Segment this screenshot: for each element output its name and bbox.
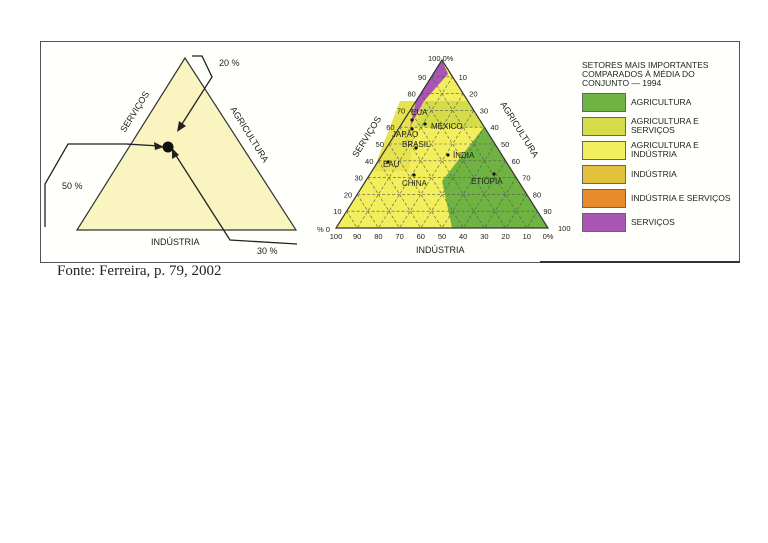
legend-label: SERVIÇOS	[631, 216, 675, 227]
right-label-industria: INDÚSTRIA	[416, 245, 465, 255]
grid-line	[388, 143, 443, 229]
right-bottom-label: 100	[558, 224, 571, 233]
legend: SETORES MAIS IMPORTANTES COMPARADOS À MÉ…	[582, 61, 742, 236]
country-label: EUA	[411, 108, 428, 117]
tick-label: 80	[374, 232, 382, 241]
tick-label: 30	[480, 232, 488, 241]
country-point	[446, 153, 450, 157]
tick-label: 80	[407, 90, 415, 99]
legend-item: INDÚSTRIA	[582, 164, 742, 184]
country-point	[386, 160, 390, 164]
country-label: EAU	[383, 160, 400, 169]
country-label: ÍNDIA	[453, 151, 475, 160]
tick-label: 10	[333, 207, 341, 216]
tick-label: 0%	[543, 232, 554, 241]
tick-label: 40	[490, 123, 498, 132]
legend-item: INDÚSTRIA E SERVIÇOS	[582, 188, 742, 208]
legend-label: INDÚSTRIA E SERVIÇOS	[631, 192, 731, 203]
grid-line	[420, 93, 506, 229]
legend-label: AGRICULTURA	[631, 96, 692, 107]
tick-label: 20	[469, 90, 477, 99]
legend-swatch	[582, 164, 626, 184]
legend-swatch	[582, 140, 626, 160]
right-label-agricultura: AGRICULTURA	[498, 100, 540, 159]
country-point	[423, 122, 427, 126]
country-label: BRASIL	[402, 140, 431, 149]
legend-label: AGRICULTURA E SERVIÇOS	[631, 116, 699, 135]
legend-label: AGRICULTURA E INDÚSTRIA	[631, 140, 699, 159]
country-point	[410, 118, 414, 122]
grid-line	[409, 110, 485, 229]
tick-label: 50	[501, 140, 509, 149]
grid-line	[399, 110, 475, 229]
grid-line	[526, 211, 538, 229]
source-caption: Fonte: Ferreira, p. 79, 2002	[57, 263, 222, 279]
legend-item: AGRICULTURA	[582, 92, 742, 112]
tick-label: 70	[395, 232, 403, 241]
grid-line	[378, 93, 464, 229]
grid-line	[505, 194, 528, 229]
region-agricultura-servicos	[415, 101, 484, 127]
tick-label: 100	[330, 232, 343, 241]
tick-label: 50	[376, 140, 384, 149]
ternary-diagrams: SERVIÇOS AGRICULTURA INDÚSTRIA 20 % 50 %…	[40, 41, 740, 263]
left-pct-agricultura: 20 %	[219, 58, 240, 68]
tick-label: 60	[512, 157, 520, 166]
example-point	[162, 141, 174, 153]
legend-item: AGRICULTURA E INDÚSTRIA	[582, 140, 742, 160]
servicos-pointer-line	[44, 143, 88, 227]
country-label: MÉXICO	[431, 122, 463, 131]
legend-swatch	[582, 212, 626, 232]
industria-pointer-line	[174, 153, 298, 245]
legend-item: SERVIÇOS	[582, 212, 742, 232]
tick-label: 40	[365, 157, 373, 166]
agricultura-pointer-line	[181, 55, 213, 125]
grid-line	[356, 194, 379, 229]
country-point	[410, 127, 414, 131]
right-top-label: 100 0%	[428, 54, 454, 63]
legend-title: SETORES MAIS IMPORTANTES COMPARADOS À MÉ…	[582, 60, 709, 88]
left-pct-industria: 30 %	[257, 246, 278, 256]
legend-swatch	[582, 188, 626, 208]
country-point	[412, 173, 416, 177]
left-pct-servicos: 50 %	[62, 181, 83, 191]
tick-label: 70	[397, 106, 405, 115]
grid-line	[441, 143, 496, 229]
right-grid-lines	[346, 76, 538, 229]
tick-label: 90	[418, 73, 426, 82]
servicos-arrow	[88, 143, 161, 147]
legend-swatch	[582, 92, 626, 112]
tick-label: 30	[354, 174, 362, 183]
tick-label: 80	[533, 190, 541, 199]
legend-swatch	[582, 116, 626, 136]
tick-label: 40	[459, 232, 467, 241]
grid-line	[346, 211, 358, 229]
tick-label: 70	[522, 174, 530, 183]
country-label: ETIÓPIA	[471, 177, 503, 186]
tick-label: 20	[344, 190, 352, 199]
country-point	[414, 146, 418, 150]
tick-label: 20	[501, 232, 509, 241]
tick-label: 30	[480, 106, 488, 115]
tick-label: 90	[353, 232, 361, 241]
tick-label: 90	[543, 207, 551, 216]
tick-label: 60	[386, 123, 394, 132]
country-point	[492, 172, 496, 176]
right-pct-zero: % 0	[317, 225, 330, 234]
legend-label: INDÚSTRIA	[631, 168, 677, 179]
left-label-industria: INDÚSTRIA	[151, 237, 200, 247]
tick-label: 50	[438, 232, 446, 241]
grid-line	[462, 160, 506, 229]
grid-line	[378, 160, 422, 229]
tick-label: 10	[523, 232, 531, 241]
country-label: CHINA	[402, 179, 428, 188]
country-label: JAPÃO	[392, 130, 418, 139]
tick-label: 10	[459, 73, 467, 82]
figure-panel: SERVIÇOS AGRICULTURA INDÚSTRIA 20 % 50 %…	[40, 41, 740, 263]
legend-item: AGRICULTURA E SERVIÇOS	[582, 116, 742, 136]
tick-label: 60	[417, 232, 425, 241]
right-label-servicos: SERVIÇOS	[350, 114, 383, 159]
